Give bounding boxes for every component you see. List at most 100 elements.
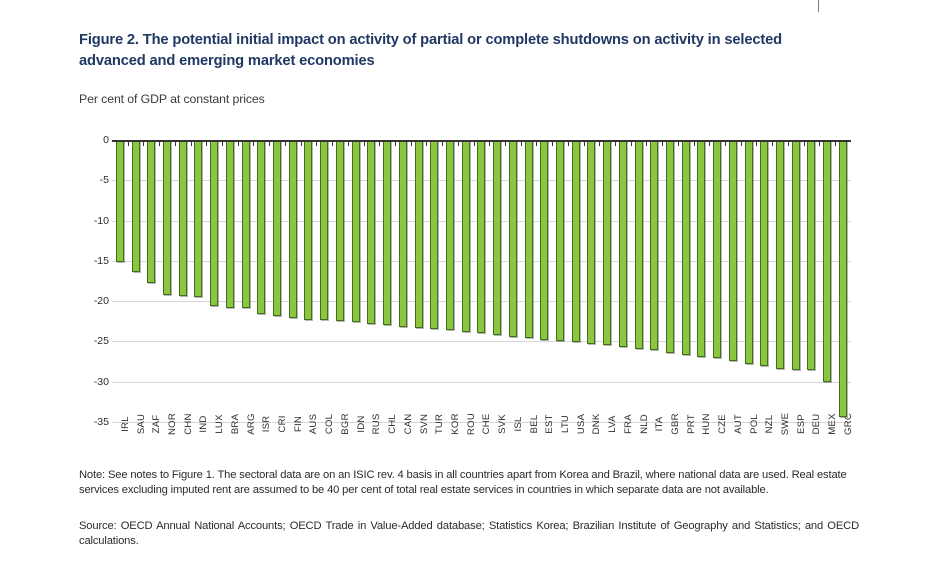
x-axis-tick bbox=[599, 140, 601, 146]
y-axis-tick-label: -35 bbox=[93, 416, 109, 428]
bar bbox=[383, 140, 392, 325]
bar bbox=[273, 140, 282, 317]
x-label-slot: IDN bbox=[348, 415, 367, 468]
x-axis-tick bbox=[316, 140, 318, 146]
x-label-slot: SWE bbox=[772, 413, 791, 468]
page-margin-rule bbox=[818, 0, 819, 12]
bar bbox=[445, 140, 454, 331]
bar-slot bbox=[379, 140, 396, 422]
x-label-slot: BGR bbox=[332, 413, 351, 468]
x-axis-tick bbox=[615, 140, 616, 146]
bar bbox=[225, 140, 234, 309]
bar-slot bbox=[159, 140, 176, 422]
x-label-slot: NZL bbox=[756, 415, 775, 468]
bar-slot bbox=[646, 140, 664, 422]
bar-slot bbox=[741, 140, 758, 422]
bar bbox=[728, 140, 737, 361]
bar-slot bbox=[725, 140, 742, 422]
x-axis-tick bbox=[835, 140, 837, 146]
y-axis-tick-label: -15 bbox=[93, 254, 109, 267]
x-label-slot: SVK bbox=[489, 414, 508, 468]
figure-title: Figure 2. The potential initial impact o… bbox=[79, 32, 782, 69]
x-axis-tick bbox=[725, 140, 727, 146]
x-axis-tick bbox=[143, 140, 145, 146]
bar bbox=[430, 140, 439, 329]
x-label-slot: ISL bbox=[505, 417, 524, 468]
x-label-slot: CHL bbox=[379, 414, 398, 468]
bar bbox=[791, 140, 800, 370]
x-axis-category-labels: IRL SAU ZAF NOR CHN IND LUX BRA ARG ISR CRI FIN AUS C… bbox=[112, 413, 854, 468]
x-axis-tick bbox=[473, 140, 475, 146]
bar bbox=[823, 140, 832, 382]
bar-slot bbox=[301, 140, 318, 422]
bar-slot bbox=[395, 140, 412, 422]
x-label-slot: COL bbox=[316, 414, 335, 468]
x-label-slot: CAN bbox=[395, 414, 414, 468]
bar-slot bbox=[253, 140, 271, 422]
bar-slot bbox=[536, 140, 554, 422]
bar-slot bbox=[568, 140, 585, 422]
bar bbox=[335, 140, 344, 322]
bar bbox=[115, 140, 124, 263]
x-axis-tick bbox=[536, 140, 538, 146]
bar-slot bbox=[143, 140, 161, 422]
y-axis-tick-label: -10 bbox=[93, 214, 109, 227]
x-axis-tick bbox=[159, 140, 161, 146]
bar-chart: 0 -5 -10 -15 -20 -25 -30 -35 IRL SAU ZAF NOR CHN IND… bbox=[79, 130, 869, 435]
x-label-slot: ROU bbox=[458, 413, 477, 468]
x-label-slot: DEU bbox=[804, 414, 822, 468]
bar-slot bbox=[709, 140, 727, 422]
x-axis-tick bbox=[394, 140, 396, 146]
x-axis-tick bbox=[237, 140, 239, 146]
x-label-slot: IRL bbox=[112, 416, 131, 468]
bar-slot bbox=[364, 140, 381, 422]
figure-note: Note: See notes to Figure 1. The sectora… bbox=[79, 469, 847, 497]
x-label-slot: ESP bbox=[788, 414, 807, 468]
x-axis-tick bbox=[190, 140, 192, 146]
bar bbox=[320, 140, 329, 321]
bar-slot bbox=[772, 140, 789, 422]
bar bbox=[351, 140, 360, 323]
x-axis-tick bbox=[410, 140, 412, 146]
x-axis-tick bbox=[284, 140, 286, 146]
x-axis-tick bbox=[520, 140, 522, 146]
bar bbox=[414, 140, 423, 328]
x-label-slot: DNK bbox=[584, 414, 602, 468]
bar-slot bbox=[316, 140, 334, 422]
y-axis-tick-label: -20 bbox=[93, 295, 109, 308]
bar bbox=[493, 140, 502, 335]
bar-series bbox=[112, 140, 851, 422]
x-label-slot: BRA bbox=[222, 414, 241, 468]
bar-slot bbox=[788, 140, 805, 422]
bar-slot bbox=[694, 140, 711, 422]
bar bbox=[713, 140, 722, 359]
bar bbox=[650, 140, 659, 351]
gridline bbox=[112, 341, 851, 343]
x-label-slot: PRT bbox=[678, 414, 697, 468]
bar-slot bbox=[206, 140, 224, 422]
bar bbox=[367, 140, 376, 324]
x-axis-tick bbox=[332, 140, 334, 146]
x-axis-tick bbox=[426, 140, 428, 146]
x-axis-tick bbox=[646, 140, 648, 146]
x-axis-tick bbox=[300, 140, 302, 146]
bar bbox=[807, 140, 816, 371]
bar-slot bbox=[756, 140, 774, 422]
x-label-slot: CZE bbox=[709, 414, 728, 468]
bar bbox=[194, 140, 203, 298]
bar bbox=[776, 140, 785, 369]
x-label-slot: AUT bbox=[725, 414, 744, 468]
bar bbox=[477, 140, 486, 334]
bar bbox=[461, 140, 470, 332]
bar-slot bbox=[112, 140, 129, 422]
x-label-slot: POL bbox=[741, 414, 760, 468]
bar bbox=[241, 140, 250, 309]
x-label-slot: IND bbox=[191, 415, 209, 468]
y-axis-tick-label: 0 bbox=[103, 134, 109, 146]
x-label-slot: SVN bbox=[411, 414, 430, 468]
bar bbox=[147, 140, 156, 284]
bar-slot bbox=[489, 140, 506, 422]
x-label-slot: FIN bbox=[285, 416, 304, 468]
bar bbox=[540, 140, 549, 340]
